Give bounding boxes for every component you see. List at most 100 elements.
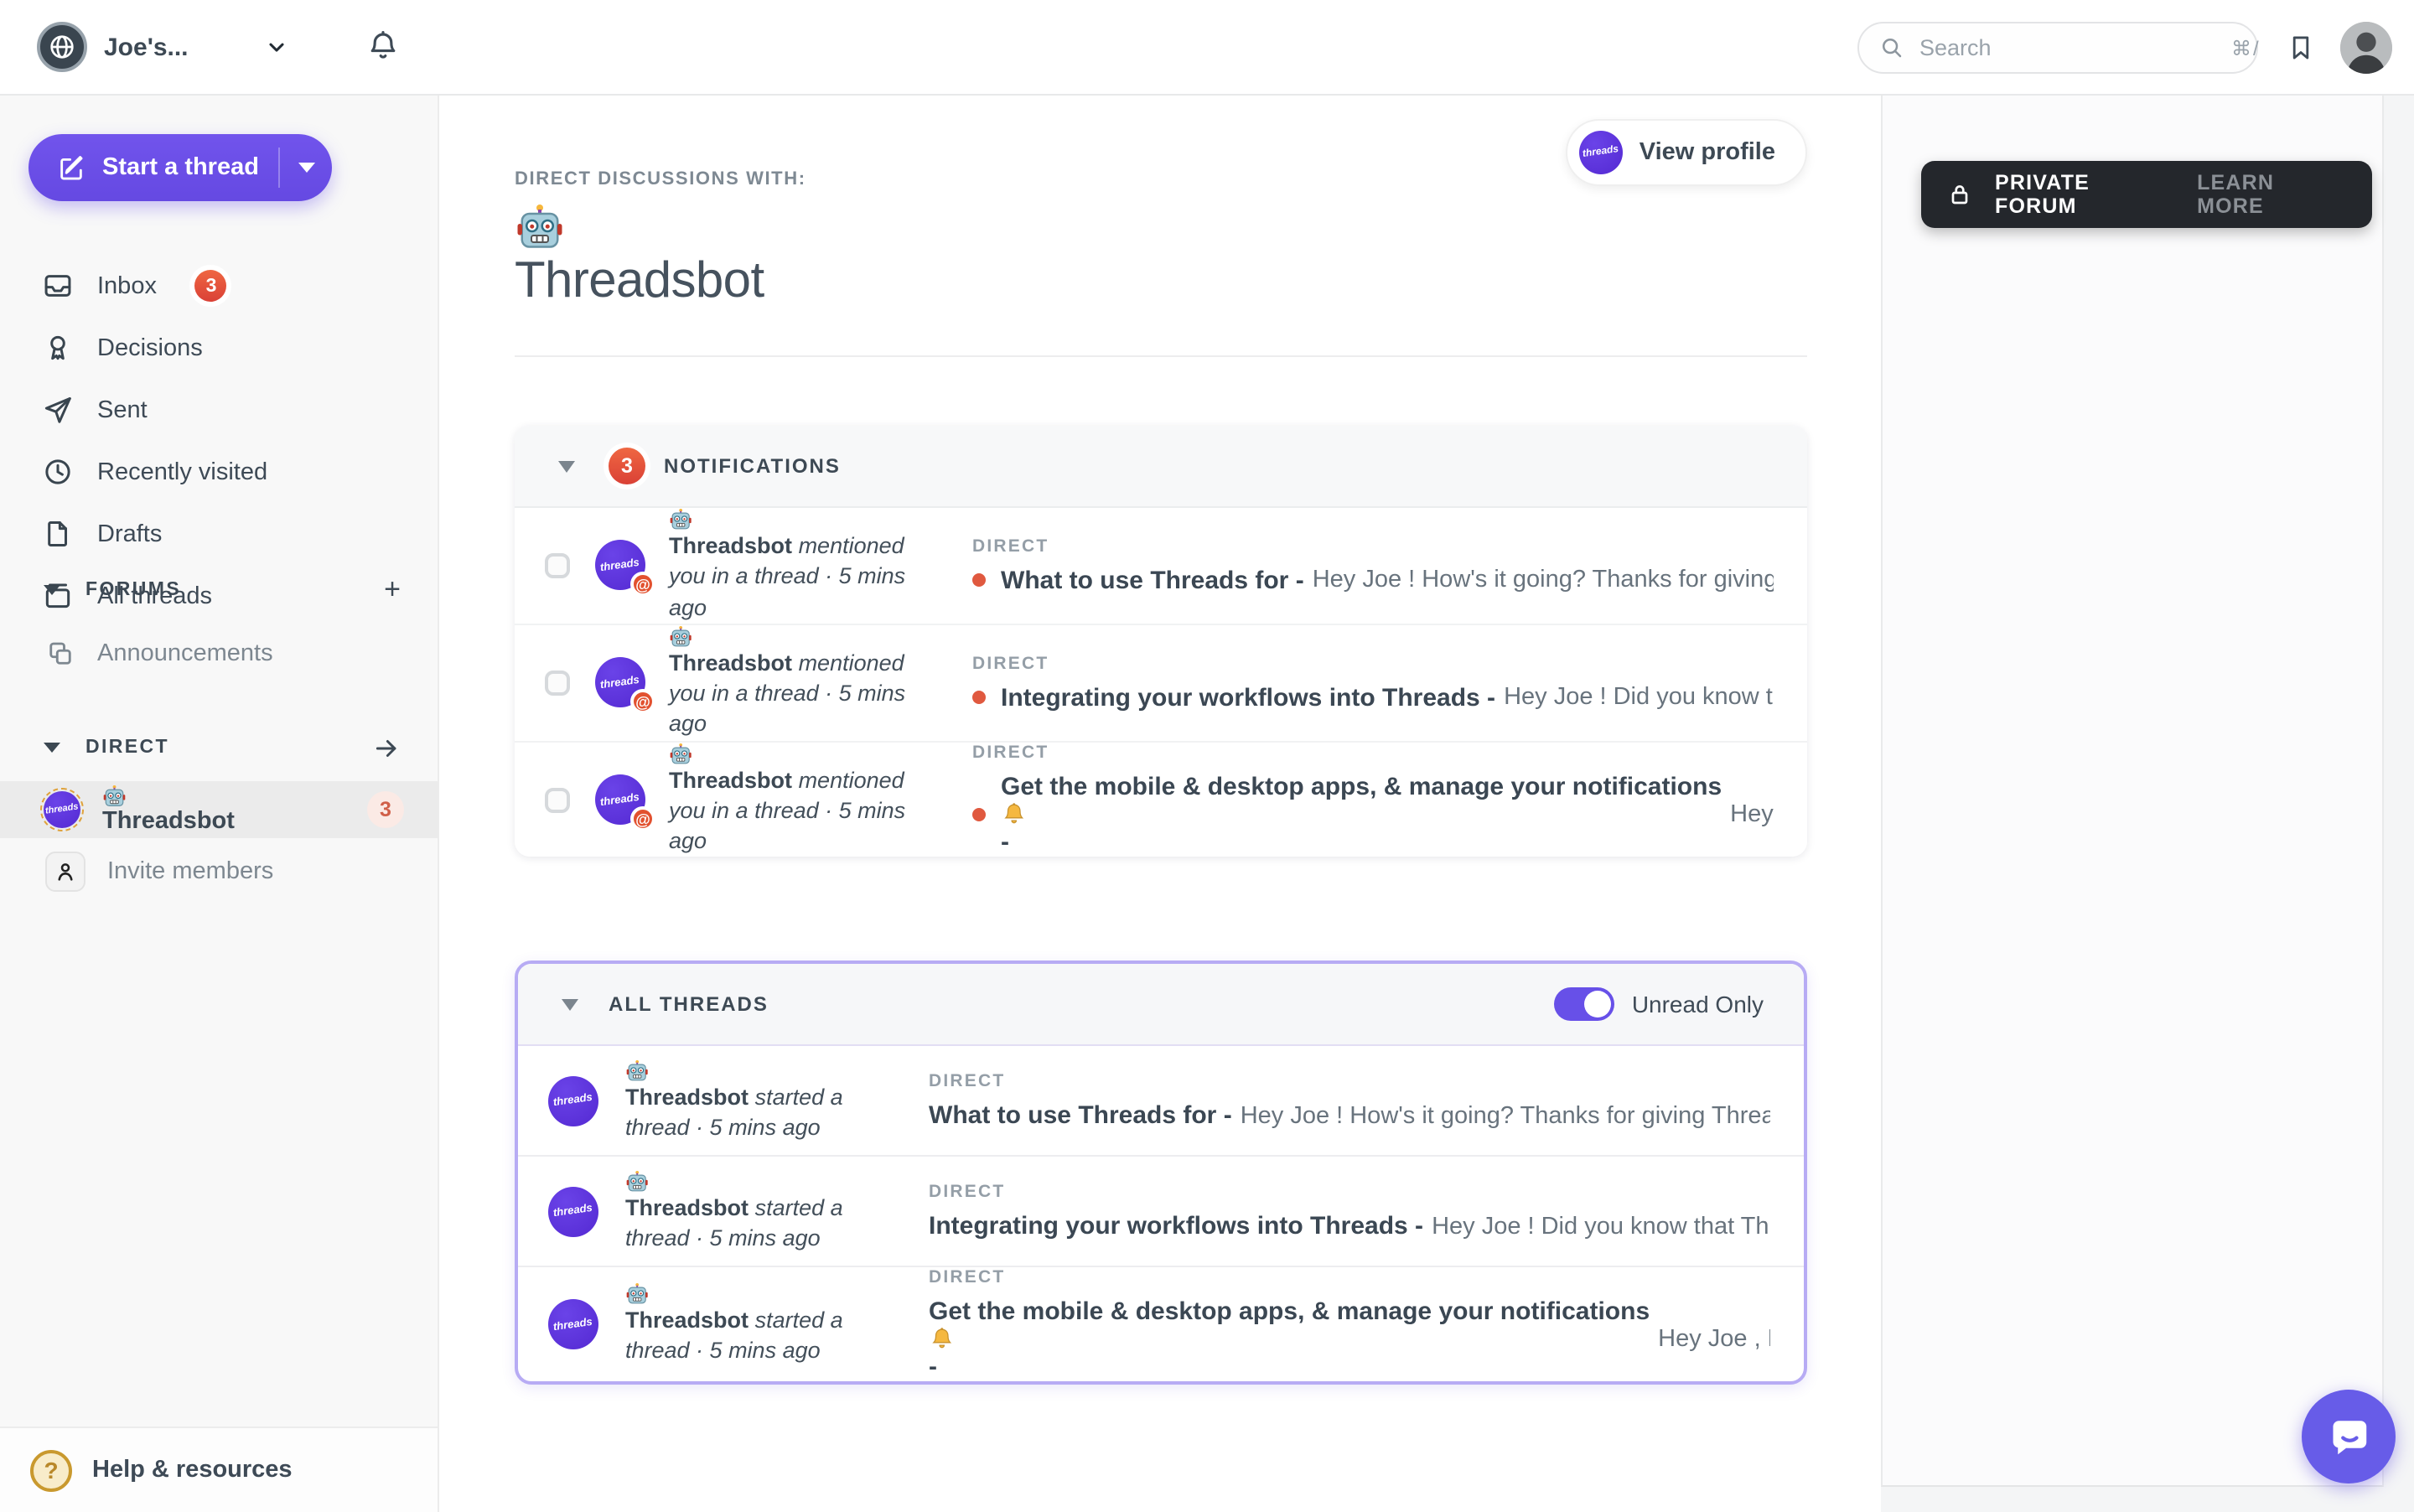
notifications-header[interactable]: 3 NOTIFICATIONS	[515, 426, 1807, 508]
add-forum-button[interactable]: +	[384, 573, 401, 605]
thread-title: Get the mobile & desktop apps, & manage …	[1001, 773, 1722, 857]
unread-only-toggle[interactable]	[1554, 987, 1615, 1022]
search-input[interactable]	[1919, 35, 2216, 60]
threadsbot-badge: 3	[367, 791, 404, 828]
sidebar-item-label: Invite members	[107, 858, 274, 885]
robot-emoji	[669, 508, 945, 531]
private-forum-banner[interactable]: PRIVATE FORUM LEARN MORE	[1921, 161, 2372, 228]
sidebar-item-label: Threadsbot	[102, 784, 235, 836]
right-panel: PRIVATE FORUM LEARN MORE	[1881, 96, 2384, 1487]
notification-row[interactable]: threads @ Threadsbot mentioned you in a t…	[515, 508, 1807, 625]
sidebar-item-decisions[interactable]: Decisions	[0, 317, 438, 379]
sidebar-item-all-threads[interactable]: All threads	[0, 565, 438, 627]
sidebar-item-inbox[interactable]: Inbox 3	[0, 255, 438, 317]
notification-row[interactable]: threads @ Threadsbot mentioned you in a t…	[515, 624, 1807, 743]
direct-section: DIRECT threads Threadsbot 3 Invite membe…	[0, 724, 438, 898]
sidebar-nav: Inbox 3 Decisions Sent Recently visited …	[0, 255, 438, 627]
workspace-switcher[interactable]: Joe's...	[37, 22, 289, 72]
row-checkbox[interactable]	[545, 787, 570, 813]
robot-emoji	[102, 784, 235, 809]
unread-dot	[972, 808, 986, 822]
invite-members-button[interactable]: Invite members	[0, 845, 438, 898]
collapse-caret-icon[interactable]	[558, 460, 575, 472]
search-shortcut: ⌘/	[2231, 36, 2261, 60]
start-thread-button[interactable]: Start a thread	[28, 134, 332, 201]
channel-tag: DIRECT	[929, 1071, 1006, 1092]
thread-preview: Hey Joe ! How's it going? Thanks for giv…	[1312, 567, 1774, 594]
thread-title: What to use Threads for -	[1001, 566, 1304, 595]
inbox-icon	[42, 270, 74, 302]
lock-icon	[1946, 179, 1973, 210]
sidebar-item-label: Sent	[97, 396, 148, 423]
notifications-panel: 3 NOTIFICATIONS threads @ Threadsbot ment…	[515, 426, 1807, 857]
sidebar-item-announcements[interactable]: Announcements	[0, 627, 438, 681]
robot-emoji	[515, 203, 764, 253]
unread-dot	[972, 573, 986, 588]
drafts-icon	[42, 518, 74, 550]
notification-meta: Threadsbot mentioned you in a thread · 5…	[669, 508, 945, 624]
sidebar-item-label: Recently visited	[97, 458, 268, 485]
help-resources[interactable]: ? Help & resources	[0, 1427, 438, 1512]
bell-emoji	[1001, 801, 1722, 828]
top-bar: Joe's... ⌘/	[0, 0, 2414, 96]
learn-more-link[interactable]: LEARN MORE	[2197, 171, 2275, 218]
threadsbot-avatar-ring: threads	[40, 788, 84, 831]
robot-emoji	[625, 1169, 902, 1193]
search-icon	[1879, 35, 1904, 60]
all-threads-header[interactable]: ALL THREADS Unread Only	[518, 964, 1804, 1047]
notifications-title: NOTIFICATIONS	[664, 454, 841, 478]
chat-widget-button[interactable]	[2302, 1390, 2396, 1484]
notifications-bell-icon[interactable]	[365, 28, 401, 64]
row-checkbox[interactable]	[545, 670, 570, 696]
user-avatar[interactable]	[2340, 22, 2392, 74]
workspace-avatar	[37, 22, 87, 72]
sidebar-item-threadsbot[interactable]: threads Threadsbot 3	[0, 781, 438, 838]
person-icon	[45, 852, 85, 892]
caret-down-icon[interactable]	[298, 163, 316, 173]
direct-header: DIRECT	[85, 738, 170, 758]
help-icon: ?	[30, 1449, 72, 1491]
page-kicker: DIRECT DISCUSSIONS WITH:	[515, 169, 806, 189]
mention-badge: @	[630, 689, 655, 715]
start-thread-label: Start a thread	[102, 154, 259, 181]
channel-tag: DIRECT	[972, 653, 1049, 674]
notification-meta: Threadsbot mentioned you in a thread · 5…	[669, 625, 945, 741]
workspace-name: Joe's...	[104, 33, 189, 61]
thread-meta: Threadsbot started a thread · 5 mins ago	[625, 1282, 902, 1367]
sidebar-item-label: Decisions	[97, 334, 203, 361]
private-forum-label: PRIVATE FORUM	[1995, 171, 2090, 218]
mention-badge: @	[630, 572, 655, 598]
help-label: Help & resources	[92, 1457, 293, 1484]
thread-meta: Threadsbot started a thread · 5 mins ago	[625, 1169, 902, 1254]
sidebar-item-recently-visited[interactable]: Recently visited	[0, 441, 438, 503]
view-profile-button[interactable]: threads View profile	[1565, 119, 1807, 186]
threadsbot-avatar: threads	[44, 791, 80, 828]
view-profile-label: View profile	[1639, 139, 1775, 166]
thread-title: Integrating your workflows into Threads …	[1001, 683, 1496, 712]
row-checkbox[interactable]	[545, 552, 570, 578]
notification-row[interactable]: threads @ Threadsbot mentioned you in a t…	[515, 742, 1807, 857]
copy-icon	[45, 639, 75, 669]
notifications-count-badge: 3	[609, 448, 645, 484]
chat-bubble-icon	[2323, 1411, 2374, 1462]
arrow-right-icon[interactable]	[372, 733, 401, 762]
thread-row[interactable]: threads Threadsbot started a thread · 5 …	[518, 1046, 1804, 1157]
threadsbot-avatar: threads	[1578, 131, 1623, 174]
collapse-caret-icon[interactable]	[44, 743, 60, 753]
bookmark-icon[interactable]	[2287, 32, 2315, 64]
compose-icon	[57, 153, 85, 182]
unread-dot	[972, 691, 986, 705]
thread-title: What to use Threads for -	[929, 1101, 1232, 1131]
channel-tag: DIRECT	[929, 1182, 1006, 1203]
robot-emoji	[625, 1059, 902, 1082]
decisions-icon	[42, 332, 74, 364]
sidebar-item-drafts[interactable]: Drafts	[0, 503, 438, 565]
collapse-caret-icon[interactable]	[562, 998, 578, 1011]
sent-icon	[42, 394, 74, 426]
thread-row[interactable]: threads Threadsbot started a thread · 5 …	[518, 1157, 1804, 1268]
search-bar[interactable]: ⌘/	[1857, 22, 2261, 74]
thread-row[interactable]: threads Threadsbot started a thread · 5 …	[518, 1267, 1804, 1382]
sidebar-item-sent[interactable]: Sent	[0, 379, 438, 441]
button-divider	[278, 148, 281, 188]
threadsbot-avatar: threads	[548, 1075, 598, 1126]
